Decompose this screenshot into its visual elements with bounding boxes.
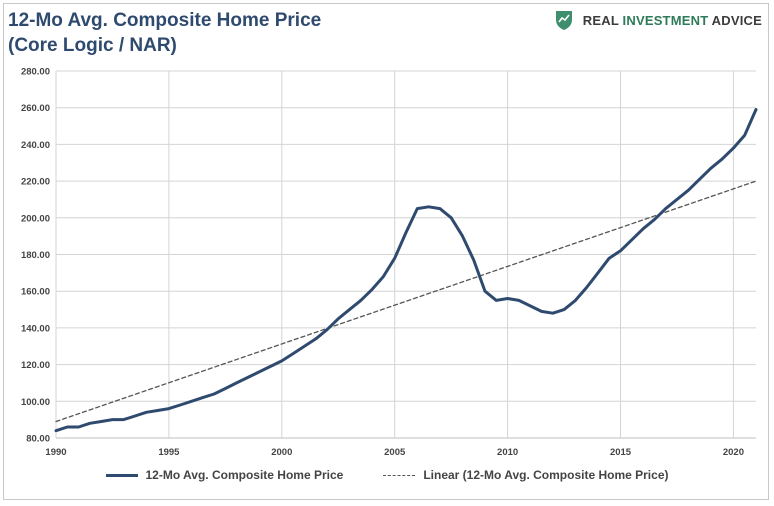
y-tick-label: 220.00 — [21, 177, 50, 188]
brand-word-2: INVESTMENT — [622, 12, 709, 28]
legend-swatch-dashed — [383, 474, 416, 476]
series-line-home-price — [54, 108, 758, 433]
chart-title: 12-Mo Avg. Composite Home Price (Core Lo… — [8, 8, 321, 58]
chart-legend: 12-Mo Avg. Composite Home Price Linear (… — [0, 468, 774, 482]
title-line-2: (Core Logic / NAR) — [8, 35, 177, 56]
x-tick-label: 2000 — [271, 447, 292, 458]
y-tick-label: 80.00 — [26, 434, 50, 445]
brand-logo: REAL INVESTMENT ADVICE — [553, 9, 762, 31]
y-tick-label: 200.00 — [21, 213, 50, 224]
x-tick-label: 2010 — [497, 447, 518, 458]
y-tick-label: 140.00 — [21, 323, 50, 334]
x-tick-label: 1990 — [45, 447, 66, 458]
title-line-1: 12-Mo Avg. Composite Home Price — [8, 10, 322, 31]
x-tick-label: 2020 — [723, 447, 744, 458]
brand-name: REAL INVESTMENT ADVICE — [583, 13, 762, 28]
series-layer — [54, 108, 758, 433]
y-axis: 80.00 100.00 120.00 140.00 160.00 180.00 200.0… — [21, 67, 50, 445]
y-tick-label: 160.00 — [21, 287, 50, 298]
legend-item-price: 12-Mo Avg. Composite Home Price — [105, 468, 344, 482]
legend-label-price: 12-Mo Avg. Composite Home Price — [145, 468, 344, 482]
x-tick-label: 2005 — [384, 447, 406, 458]
x-tick-label: 2015 — [610, 447, 632, 458]
brand-word-1: REAL — [582, 12, 623, 28]
x-axis: 1990 1995 2000 2005 2010 2015 2020 — [45, 437, 756, 458]
y-tick-label: 180.00 — [21, 250, 50, 261]
brand-word-3: ADVICE — [708, 12, 762, 28]
y-tick-label: 280.00 — [21, 67, 50, 78]
legend-label-linear: Linear (12-Mo Avg. Composite Home Price) — [423, 468, 669, 482]
line-chart: 80.00 100.00 120.00 140.00 160.00 180.00 200.0… — [21, 67, 758, 458]
legend-swatch-solid — [105, 473, 138, 477]
legend-item-linear: Linear (12-Mo Avg. Composite Home Price) — [383, 468, 668, 482]
gridlines — [55, 70, 756, 439]
y-tick-label: 100.00 — [21, 397, 50, 408]
series-line-linear-trend — [55, 180, 757, 423]
x-tick-label: 1995 — [158, 447, 180, 458]
y-tick-label: 240.00 — [21, 140, 50, 151]
y-tick-label: 120.00 — [21, 360, 50, 371]
y-tick-label: 260.00 — [21, 103, 50, 114]
shield-icon — [555, 11, 572, 30]
